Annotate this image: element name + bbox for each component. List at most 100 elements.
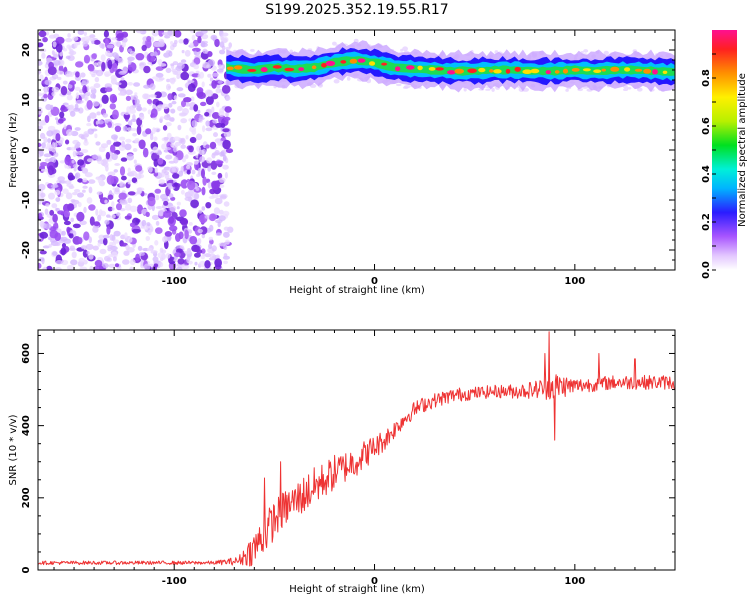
noise-blob	[197, 133, 201, 141]
x-tick-label: 100	[564, 576, 585, 587]
noise-blob	[57, 76, 62, 81]
noise-blob	[180, 217, 189, 226]
noise-blob	[215, 254, 220, 260]
noise-blob	[142, 40, 146, 46]
noise-blob	[75, 71, 80, 78]
noise-blob	[113, 169, 119, 173]
noise-blob	[210, 34, 218, 41]
noise-blob	[217, 64, 223, 69]
noise-blob	[110, 144, 116, 154]
noise-blob	[168, 193, 174, 199]
noise-blob	[43, 153, 52, 158]
noise-blob	[223, 116, 231, 121]
noise-blob	[83, 140, 89, 146]
noise-blob	[149, 83, 156, 90]
snr-y-ticks: 0 200 400 600	[21, 334, 675, 573]
noise-blob	[47, 165, 55, 176]
noise-blob	[38, 212, 43, 219]
noise-blob	[183, 38, 189, 45]
noise-blob	[76, 211, 85, 222]
noise-blob	[103, 71, 112, 77]
noise-blob	[134, 98, 140, 105]
noise-blob	[119, 136, 126, 141]
noise-blob	[88, 179, 96, 184]
snr-plot-area	[38, 330, 675, 570]
noise-blob	[146, 98, 152, 105]
noise-blob	[127, 127, 133, 132]
noise-blob	[51, 91, 56, 97]
noise-blob	[99, 43, 105, 49]
ridge-hot-spot	[571, 68, 580, 72]
noise-blob	[202, 125, 206, 133]
noise-blob	[103, 161, 109, 168]
noise-blob	[80, 80, 87, 87]
noise-blob	[194, 160, 200, 164]
noise-blob	[196, 173, 201, 177]
noise-blob	[89, 216, 95, 226]
noise-blob	[53, 152, 59, 158]
noise-blob	[159, 172, 165, 178]
noise-blob	[180, 144, 186, 149]
noise-blob	[103, 30, 109, 38]
spectrogram-x-axis-label: Height of straight line (km)	[289, 285, 425, 296]
noise-blob	[145, 211, 150, 217]
noise-blob	[143, 263, 151, 270]
noise-blob	[187, 180, 196, 191]
noise-blob	[185, 135, 189, 140]
noise-blob	[131, 228, 141, 233]
noise-blob	[111, 153, 118, 161]
noise-blob	[119, 70, 128, 74]
noise-blob	[107, 254, 114, 258]
noise-blob	[104, 255, 111, 262]
noise-blob	[109, 234, 114, 241]
chart-title: S199.2025.352.19.55.R17	[265, 2, 448, 18]
noise-blob	[129, 108, 136, 114]
colorbar: 0.0 0.2 0.4 0.6 0.8 Normalized spectral ampl…	[701, 30, 748, 279]
noise-blob	[44, 115, 50, 123]
noise-blob	[136, 106, 143, 112]
ridge-hot-spot	[447, 70, 456, 75]
noise-blob	[48, 34, 56, 39]
noise-blob	[88, 204, 96, 211]
noise-blob	[41, 52, 46, 59]
noise-blob	[180, 71, 190, 81]
noise-blob	[47, 138, 52, 144]
noise-blob	[186, 164, 191, 170]
noise-blob	[223, 201, 230, 207]
noise-blob	[88, 236, 93, 244]
noise-blob	[180, 138, 185, 143]
noise-blob	[145, 128, 152, 135]
noise-blob	[215, 122, 223, 128]
noise-blob	[45, 203, 50, 207]
noise-blob	[143, 224, 149, 231]
noise-blob	[54, 189, 61, 196]
noise-blob	[106, 139, 112, 145]
noise-blob	[63, 210, 71, 218]
noise-blob	[200, 42, 208, 48]
noise-blob	[146, 247, 153, 252]
noise-blob	[88, 186, 93, 194]
noise-blob	[193, 64, 200, 70]
noise-blob	[168, 102, 173, 108]
noise-blob	[141, 107, 147, 112]
noise-blob	[88, 65, 95, 72]
noise-blob	[201, 186, 206, 196]
noise-blob	[174, 70, 182, 76]
colorbar-tick-label: 0.6	[701, 117, 712, 135]
noise-blob	[157, 41, 165, 47]
noise-blob	[191, 120, 198, 128]
noise-blob	[45, 104, 52, 111]
noise-blob	[152, 127, 156, 134]
noise-blob	[40, 162, 48, 167]
noise-blob	[197, 73, 202, 79]
noise-blob	[201, 81, 205, 88]
noise-blob	[48, 61, 54, 69]
noise-blob	[83, 231, 90, 241]
ridge-hot-spot	[284, 67, 295, 72]
noise-blob	[211, 106, 215, 113]
noise-blob	[93, 266, 103, 270]
noise-blob	[153, 51, 158, 57]
snr-panel: -100 0 100 0 200 400 600 Height of straight l…	[8, 329, 676, 595]
noise-blob	[191, 129, 197, 135]
noise-blob	[148, 94, 157, 98]
